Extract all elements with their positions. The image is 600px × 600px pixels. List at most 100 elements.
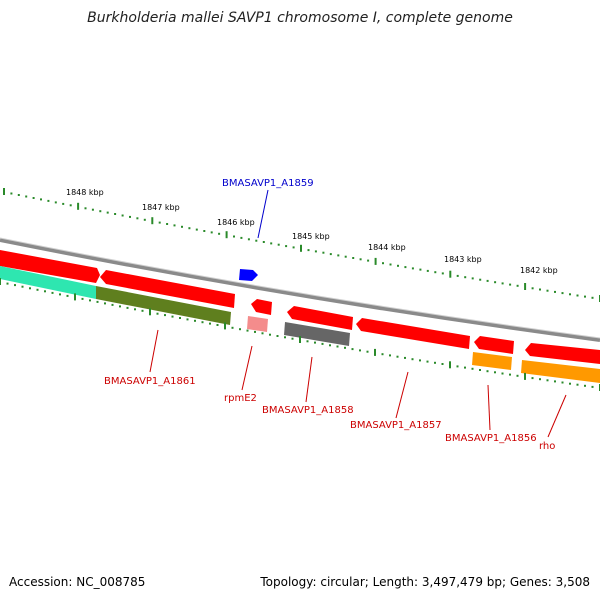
outer-minor-tick [173,224,176,227]
inner-minor-tick [81,297,84,300]
outer-minor-tick [494,281,497,284]
inner-minor-tick [209,322,211,325]
scale-label-1846: 1846 kbp [217,218,255,227]
gene-red-left-1[interactable] [0,250,100,283]
outer-minor-tick [143,218,146,221]
inner-minor-tick [516,374,519,377]
outer-minor-tick [404,266,407,269]
leader-a1856 [487,384,491,431]
inner-minor-tick [201,321,204,324]
leader-a1858 [305,356,313,403]
gene-a1858-feature[interactable] [287,306,353,330]
gene-rho-feature[interactable] [525,343,600,364]
track-green-bar[interactable] [96,286,231,325]
inner-minor-tick [351,348,354,351]
outer-minor-tick [441,272,444,275]
gene-label-a1858[interactable]: BMASAVP1_A1858 [262,405,354,416]
outer-minor-tick [307,249,310,252]
track-pink-bar[interactable] [247,316,268,332]
inner-minor-tick [336,345,339,348]
outer-minor-tick [329,253,332,256]
outer-minor-tick [591,296,594,299]
inner-minor-tick [456,365,459,368]
outer-minor-tick [509,283,512,286]
inner-minor-tick [531,377,534,380]
inner-minor-tick [344,346,346,349]
leader-rho [547,394,567,438]
outer-minor-tick [471,277,474,280]
inner-minor-tick [501,372,504,375]
inner-minor-tick [359,349,361,352]
outer-minor-tick [501,282,504,285]
inner-minor-tick [126,306,129,309]
inner-minor-tick [284,336,286,339]
inner-minor-tick [404,356,406,359]
scale-label-1845: 1845 kbp [292,232,330,241]
inner-minor-tick [66,294,69,297]
outer-minor-tick [218,232,221,235]
outer-minor-tick [121,214,124,217]
outer-minor-tick [25,195,28,198]
gene-label-a1857[interactable]: BMASAVP1_A1857 [350,420,442,431]
inner-minor-tick [89,299,91,302]
track-cyan-bar[interactable] [0,266,96,299]
gene-label-rho[interactable]: rho [539,441,555,452]
inner-minor-tick [584,384,586,387]
outer-minor-tick [419,268,422,271]
inner-major-tick [524,372,526,380]
outer-minor-tick [255,239,258,242]
outer-minor-tick [181,225,183,228]
outer-major-tick [524,283,527,290]
outer-minor-tick [247,238,250,241]
inner-minor-tick [471,367,474,370]
leader-rpme2 [241,345,253,391]
track-gray-bar[interactable] [284,322,350,346]
inner-minor-tick [59,293,61,296]
inner-minor-tick [486,370,489,373]
gene-rpme2-feature[interactable] [251,299,272,315]
gene-label-rpme2[interactable]: rpmE2 [224,393,257,404]
inner-minor-tick [464,366,466,369]
gene-label-a1859[interactable]: BMASAVP1_A1859 [222,178,314,189]
gene-a1859-feature[interactable] [239,269,258,281]
track-orange-bar-2[interactable] [521,360,600,383]
inner-minor-tick [291,337,294,340]
inner-minor-tick [179,317,181,319]
gene-a1857-feature[interactable] [356,318,470,349]
outer-minor-tick [584,295,586,298]
inner-minor-tick [276,335,279,337]
inner-minor-tick [434,361,436,364]
genome-title: Burkholderia mallei SAVP1 chromosome I, … [87,10,513,26]
outer-minor-tick [382,262,384,265]
outer-minor-tick [69,204,72,207]
track-orange-bar-1[interactable] [472,352,512,370]
outer-major-tick [77,202,80,210]
inner-minor-tick [186,318,189,321]
inner-minor-tick [554,380,556,383]
inner-minor-tick [539,378,541,381]
gene-label-a1856[interactable]: BMASAVP1_A1856 [445,433,537,444]
inner-minor-tick [164,314,166,317]
outer-minor-tick [426,269,429,272]
inner-major-tick [299,336,301,343]
outer-minor-tick [546,289,549,292]
outer-minor-tick [32,197,35,199]
inner-minor-tick [171,315,174,318]
outer-major-tick [449,270,452,278]
inner-minor-tick [246,329,249,332]
inner-minor-tick [389,354,391,357]
inner-minor-tick [509,373,511,376]
outer-minor-tick [516,284,519,287]
gene-a1856-feature[interactable] [474,336,514,354]
gene-red-left-2[interactable] [100,270,235,308]
gene-label-a1861[interactable]: BMASAVP1_A1861 [104,376,196,387]
outer-minor-tick [47,199,50,202]
inner-minor-tick [231,326,234,329]
outer-minor-tick [389,263,392,266]
inner-minor-tick [104,302,106,305]
inner-minor-tick [6,282,9,285]
outer-minor-tick [561,292,564,295]
outer-minor-tick [240,236,243,239]
inner-minor-tick [261,332,264,335]
